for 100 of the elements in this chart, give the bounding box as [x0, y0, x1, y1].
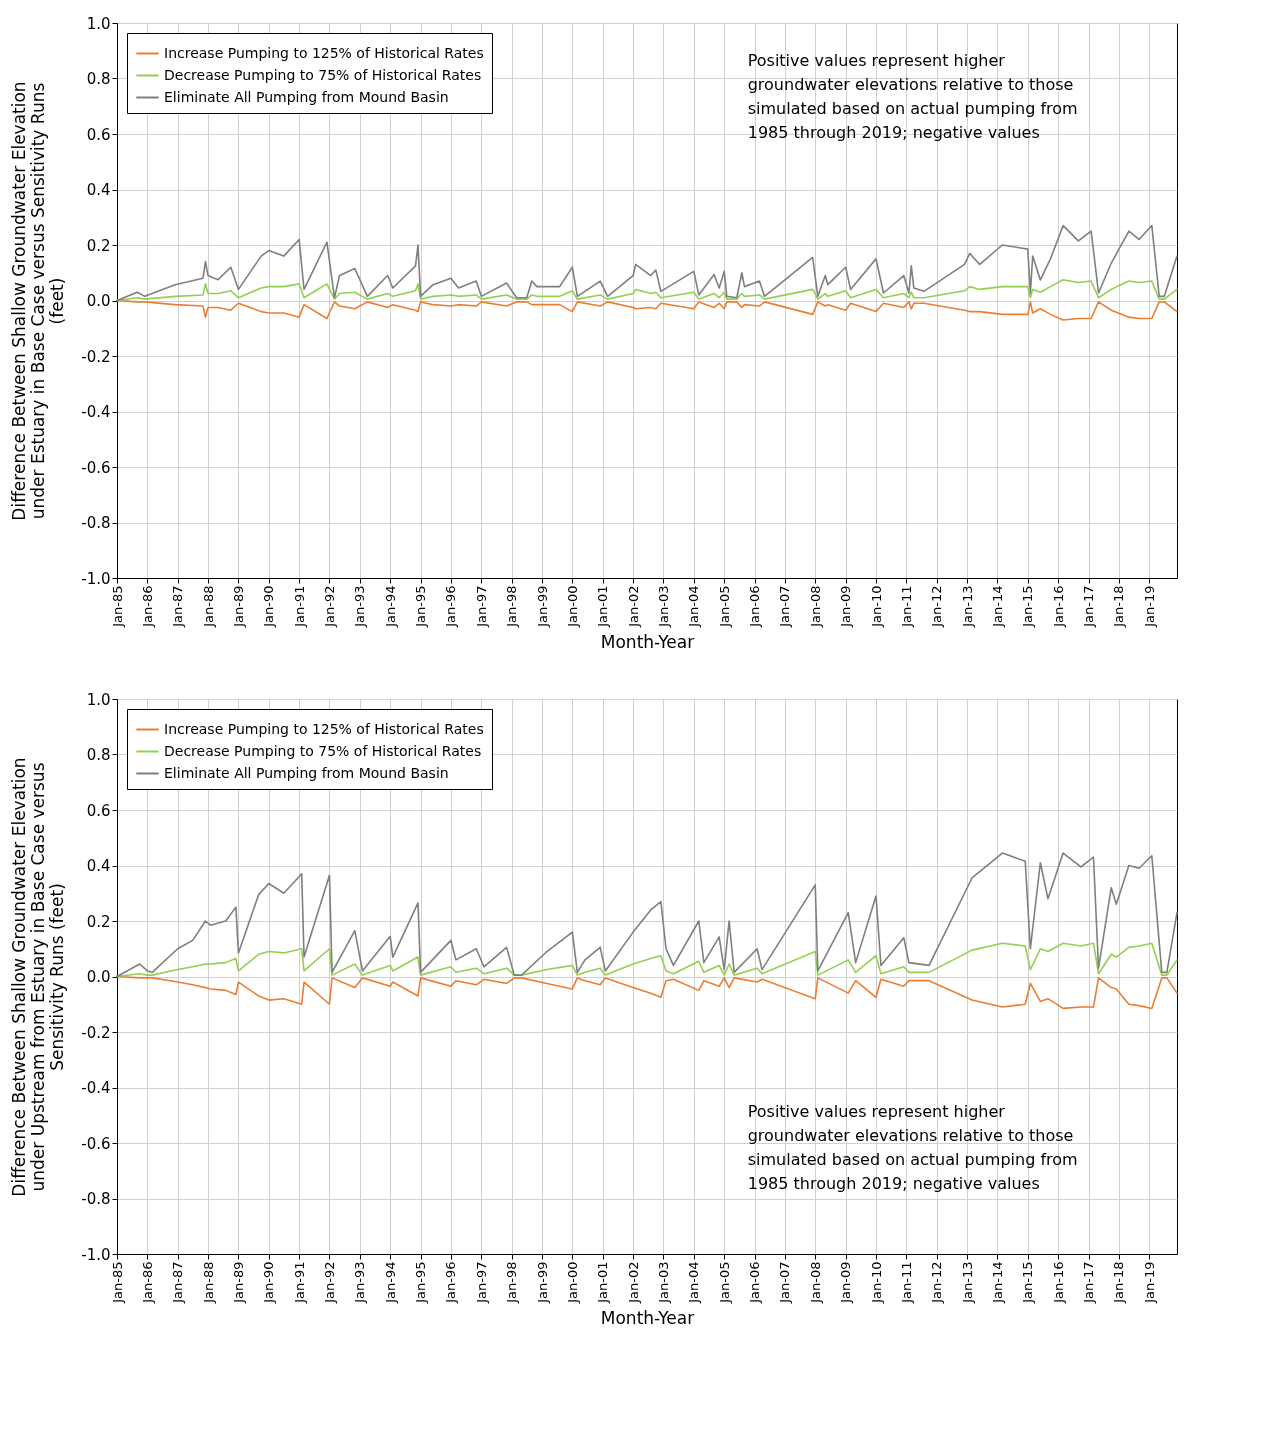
x-tick-label: Jan-17 — [1081, 585, 1097, 628]
x-tick-label: Jan-01 — [595, 1261, 611, 1304]
x-tick-label: Jan-87 — [170, 1261, 186, 1304]
x-tick-label: Jan-92 — [321, 1261, 337, 1304]
line-series — [116, 852, 1178, 978]
x-tick-label: Jan-86 — [139, 585, 155, 628]
x-tick-label: Jan-19 — [1141, 1261, 1157, 1304]
x-tick-label: Jan-12 — [929, 585, 945, 628]
x-tick-label: Jan-93 — [352, 1261, 368, 1304]
x-tick-label: Jan-95 — [413, 585, 429, 628]
x-tick-label: Jan-08 — [807, 1261, 823, 1304]
y-tick-label: -1.0 — [81, 1245, 111, 1264]
x-tick-label: Jan-94 — [382, 585, 398, 628]
x-tick-label: Jan-14 — [989, 1261, 1005, 1304]
x-tick-label: Jan-09 — [838, 1261, 854, 1304]
x-tick-label: Jan-11 — [898, 585, 914, 628]
x-tick-label: Jan-87 — [170, 585, 186, 628]
x-tick-label: Jan-85 — [109, 585, 125, 628]
x-tick-label: Jan-03 — [655, 1261, 671, 1304]
x-tick-label: Jan-06 — [747, 1261, 763, 1304]
x-tick-label: Jan-01 — [595, 585, 611, 628]
y-tick-label: -0.4 — [81, 403, 111, 421]
x-tick-label: Jan-07 — [777, 1261, 793, 1304]
x-tick-label: Jan-15 — [1020, 1261, 1036, 1304]
y-tick-label: 0.2 — [86, 236, 111, 255]
x-tick-label: Jan-96 — [443, 1261, 459, 1304]
x-tick-label: Jan-16 — [1050, 585, 1066, 628]
x-tick-label: Jan-04 — [686, 585, 702, 628]
x-tick-label: Jan-12 — [929, 1261, 945, 1304]
legend-label: Decrease Pumping to 75% of Historical Rates — [164, 66, 482, 83]
x-tick-label: Jan-07 — [777, 585, 793, 628]
legend-label: Decrease Pumping to 75% of Historical Rates — [164, 742, 482, 759]
y-tick-label: 1.0 — [86, 690, 111, 709]
y-axis-title: Difference Between Shallow Groundwater Elevation under Upstream from Estuary in Base Case versus Sensitivity Runs (feet) — [9, 757, 68, 1197]
x-tick-label: Jan-85 — [109, 1261, 125, 1304]
x-tick-label: Jan-10 — [868, 1261, 884, 1304]
x-tick-label: Jan-00 — [564, 585, 580, 628]
x-tick-label: Jan-98 — [504, 1261, 520, 1304]
y-tick-label: 0.0 — [86, 968, 111, 986]
x-tick-label: Jan-00 — [564, 1261, 580, 1304]
x-tick-label: Jan-86 — [139, 1261, 155, 1304]
y-tick-label: 0.8 — [86, 746, 111, 764]
x-axis-title: Month-Year — [600, 1307, 695, 1328]
x-tick-label: Jan-98 — [504, 585, 520, 628]
y-tick-label: -0.6 — [81, 1134, 111, 1153]
x-tick-label: Jan-05 — [716, 1261, 732, 1304]
x-tick-label: Jan-10 — [868, 585, 884, 628]
y-tick-label: -0.2 — [81, 347, 111, 366]
y-tick-label: -0.8 — [81, 514, 111, 532]
x-tick-label: Jan-05 — [716, 585, 732, 628]
x-tick-label: Jan-04 — [686, 1261, 702, 1304]
y-tick-label: 1.0 — [86, 14, 111, 33]
y-tick-label: -0.4 — [81, 1079, 111, 1097]
legend-label: Eliminate All Pumping from Mound Basin — [164, 764, 449, 781]
x-tick-label: Jan-91 — [291, 1261, 307, 1304]
y-tick-label: -0.2 — [81, 1023, 111, 1042]
x-tick-label: Jan-94 — [382, 1261, 398, 1304]
y-tick-label: -0.6 — [81, 458, 111, 477]
y-tick-label: -1.0 — [81, 569, 111, 588]
x-tick-label: Jan-88 — [200, 585, 216, 628]
y-tick-label: 0.8 — [86, 70, 111, 88]
line-series — [116, 278, 1178, 302]
legend-label: Increase Pumping to 125% of Historical Rates — [164, 44, 484, 61]
x-tick-label: Jan-89 — [230, 585, 246, 628]
x-tick-label: Jan-06 — [747, 585, 763, 628]
x-tick-label: Jan-92 — [321, 585, 337, 628]
x-tick-label: Jan-02 — [625, 1261, 641, 1304]
x-tick-label: Jan-15 — [1020, 585, 1036, 628]
x-tick-label: Jan-02 — [625, 585, 641, 628]
y-axis-title: Difference Between Shallow Groundwater Elevation under Estuary in Base Case versus Sensitivity Runs (feet) — [9, 81, 68, 521]
x-tick-label: Jan-97 — [473, 585, 489, 628]
y-tick-label: 0.2 — [86, 912, 111, 931]
y-tick-label: -0.8 — [81, 1190, 111, 1208]
x-tick-label: Jan-95 — [413, 1261, 429, 1304]
x-tick-label: Jan-88 — [200, 1261, 216, 1304]
x-tick-label: Jan-13 — [959, 1261, 975, 1304]
x-tick-label: Jan-90 — [261, 585, 277, 628]
x-tick-label: Jan-93 — [352, 585, 368, 628]
x-tick-label: Jan-97 — [473, 1261, 489, 1304]
x-tick-label: Jan-90 — [261, 1261, 277, 1304]
x-tick-label: Jan-18 — [1111, 1261, 1127, 1304]
x-tick-label: Jan-99 — [534, 1261, 550, 1304]
x-tick-label: Jan-89 — [230, 1261, 246, 1304]
line-series — [116, 942, 1178, 978]
x-tick-label: Jan-19 — [1141, 585, 1157, 628]
y-tick-label: 0.0 — [86, 292, 111, 310]
y-tick-label: 0.6 — [86, 801, 111, 820]
x-axis-title: Month-Year — [600, 631, 695, 652]
x-tick-label: Jan-96 — [443, 585, 459, 628]
line-series — [116, 224, 1178, 302]
x-tick-label: Jan-16 — [1050, 1261, 1066, 1304]
annotation: Positive values represent higher groundwater elevations relative to those simulated based on actual pumping from 1985 through 2019; negative values — [747, 1102, 1078, 1194]
x-tick-label: Jan-03 — [655, 585, 671, 628]
x-tick-label: Jan-17 — [1081, 1261, 1097, 1304]
x-tick-label: Jan-09 — [838, 585, 854, 628]
x-tick-label: Jan-08 — [807, 585, 823, 628]
y-tick-label: 0.6 — [86, 125, 111, 144]
annotation: Positive values represent higher groundwater elevations relative to those simulated based on actual pumping from 1985 through 2019; negative values — [747, 51, 1078, 142]
x-tick-label: Jan-14 — [989, 585, 1005, 628]
y-tick-label: 0.4 — [86, 857, 111, 875]
